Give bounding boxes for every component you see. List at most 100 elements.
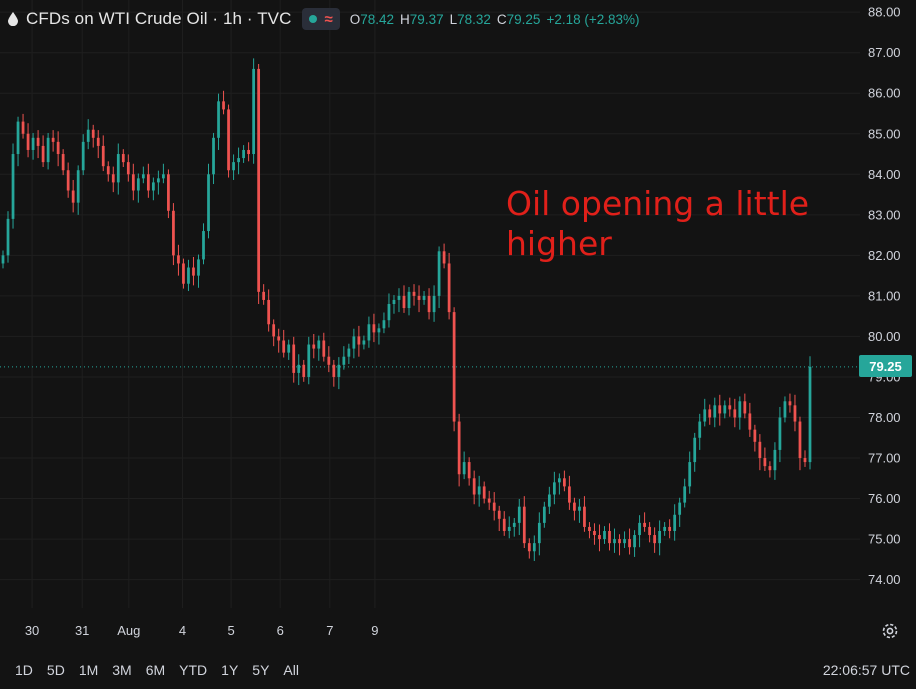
candle-body bbox=[452, 312, 456, 422]
candle-body bbox=[116, 154, 120, 183]
candle-body bbox=[222, 101, 225, 110]
candle-body bbox=[352, 336, 356, 349]
candle-body bbox=[437, 251, 441, 296]
timeframe-1d[interactable]: 1D bbox=[15, 662, 33, 678]
candle-body bbox=[126, 162, 130, 175]
candle-body bbox=[728, 405, 732, 410]
market-status-pill[interactable]: ≈ bbox=[301, 8, 340, 30]
candle-body bbox=[798, 421, 802, 459]
y-tick-label: 74.00 bbox=[868, 572, 901, 587]
candle-body bbox=[392, 299, 396, 304]
chart-annotation-text[interactable]: Oil opening a little higher bbox=[506, 184, 810, 263]
candle-body bbox=[76, 170, 80, 203]
candle-body bbox=[146, 174, 150, 191]
settings-gear-icon[interactable] bbox=[880, 621, 900, 641]
candle-body bbox=[297, 364, 301, 373]
candle-body bbox=[21, 121, 25, 134]
timeframe-ytd[interactable]: YTD bbox=[179, 662, 208, 678]
candle-body bbox=[71, 190, 75, 203]
ohlc-high: H79.37 bbox=[400, 11, 444, 27]
x-tick-label: 5 bbox=[227, 623, 234, 638]
candle-body bbox=[643, 522, 646, 527]
candle-body bbox=[312, 344, 316, 349]
timeframe-5y[interactable]: 5Y bbox=[252, 662, 270, 678]
oil-drop-icon bbox=[6, 11, 20, 27]
candle-body bbox=[382, 320, 386, 329]
candle-body bbox=[618, 539, 621, 544]
candle-body bbox=[287, 344, 291, 353]
candle-body bbox=[788, 401, 792, 406]
candle-body bbox=[713, 405, 717, 418]
candle-body bbox=[332, 364, 336, 377]
candle-body bbox=[387, 304, 391, 321]
symbol-title[interactable]: CFDs on WTI Crude Oil · 1h · TVC bbox=[26, 9, 292, 28]
timeframe-3m[interactable]: 3M bbox=[112, 662, 132, 678]
candle-body bbox=[477, 486, 481, 495]
candle-body bbox=[693, 437, 697, 463]
last-price-label: 79.25 bbox=[859, 355, 912, 377]
candle-body bbox=[482, 486, 486, 499]
x-tick-label: 7 bbox=[326, 623, 333, 638]
timeframe-1m[interactable]: 1M bbox=[78, 662, 99, 678]
y-tick-label: 82.00 bbox=[868, 248, 901, 263]
y-tick-label: 86.00 bbox=[868, 86, 901, 101]
timeframe-1y[interactable]: 1Y bbox=[221, 662, 239, 678]
candle-body bbox=[613, 539, 616, 544]
candle-body bbox=[26, 133, 30, 150]
y-tick-label: 81.00 bbox=[868, 288, 901, 303]
candle-body bbox=[778, 417, 782, 450]
candle-body bbox=[207, 174, 210, 232]
candle-body bbox=[141, 174, 145, 179]
candle-body bbox=[367, 324, 371, 341]
candle-body bbox=[708, 409, 712, 418]
status-dot-icon bbox=[308, 15, 317, 23]
price-axis: 74.0075.0076.0077.0078.0079.0080.0081.00… bbox=[868, 5, 901, 587]
candle-body bbox=[578, 506, 581, 511]
candle-body bbox=[81, 141, 85, 171]
candle-body bbox=[638, 522, 641, 536]
x-tick-label: 9 bbox=[371, 623, 378, 638]
candle-body bbox=[522, 506, 526, 544]
candle-body bbox=[743, 401, 747, 414]
candle-body bbox=[698, 421, 702, 438]
candle-body bbox=[593, 530, 596, 536]
candle-body bbox=[793, 405, 797, 422]
candle-body bbox=[758, 441, 762, 459]
candle-body bbox=[733, 409, 737, 418]
candle-body bbox=[232, 162, 235, 171]
candle-body bbox=[558, 478, 561, 483]
candle-body bbox=[462, 462, 466, 475]
candle-body bbox=[683, 486, 687, 503]
candle-body bbox=[121, 154, 125, 163]
timeframe-6m[interactable]: 6M bbox=[145, 662, 166, 678]
y-tick-label: 75.00 bbox=[868, 532, 901, 547]
candle-body bbox=[537, 522, 541, 544]
candle-body bbox=[317, 340, 321, 349]
utc-clock[interactable]: 22:06:57 UTC bbox=[822, 662, 910, 678]
candle-body bbox=[187, 267, 190, 284]
y-tick-label: 80.00 bbox=[868, 329, 901, 344]
candle-body bbox=[36, 137, 40, 146]
candle-body bbox=[467, 462, 471, 479]
candle-body bbox=[61, 154, 65, 171]
y-tick-label: 78.00 bbox=[868, 410, 901, 425]
candle-body bbox=[96, 137, 100, 146]
candle-body bbox=[432, 295, 436, 313]
candle-body bbox=[608, 530, 611, 544]
candle-body bbox=[327, 356, 331, 365]
candle-body bbox=[11, 154, 15, 219]
ohlc-low: L78.32 bbox=[449, 11, 491, 27]
candle-body bbox=[106, 166, 110, 175]
candle-body bbox=[86, 129, 90, 142]
candle-body bbox=[442, 251, 446, 264]
wave-icon: ≈ bbox=[324, 10, 333, 28]
x-tick-label: 6 bbox=[277, 623, 284, 638]
candle-body bbox=[718, 405, 722, 414]
timeframe-all[interactable]: All bbox=[283, 662, 299, 678]
candle-body bbox=[803, 458, 807, 463]
candle-body bbox=[131, 174, 135, 191]
candle-body bbox=[623, 539, 626, 544]
timeframe-5d[interactable]: 5D bbox=[46, 662, 65, 678]
candle-body bbox=[227, 109, 230, 171]
